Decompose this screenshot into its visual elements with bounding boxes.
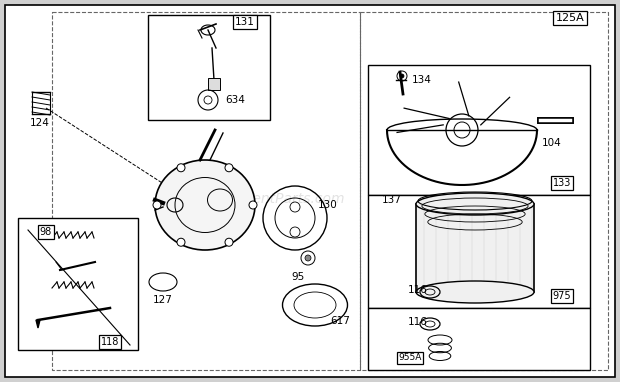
Text: 137: 137: [382, 195, 402, 205]
Bar: [368, 308, 590, 370]
Circle shape: [225, 238, 233, 246]
Bar: [208, 78, 220, 90]
Text: 125A: 125A: [556, 13, 585, 23]
Text: 617: 617: [330, 316, 350, 326]
Text: 955A: 955A: [398, 353, 422, 363]
Circle shape: [305, 255, 311, 261]
Circle shape: [177, 238, 185, 246]
Circle shape: [177, 164, 185, 172]
Text: 975: 975: [552, 291, 571, 301]
Ellipse shape: [155, 160, 255, 250]
Text: 124: 124: [30, 118, 50, 128]
Text: 127: 127: [153, 295, 173, 305]
Bar: [148, 15, 270, 120]
Circle shape: [400, 74, 404, 78]
Text: 130: 130: [318, 200, 338, 210]
Bar: [416, 204, 534, 292]
Text: 131: 131: [235, 17, 255, 27]
Ellipse shape: [416, 281, 534, 303]
Text: 116: 116: [408, 317, 428, 327]
Text: 634: 634: [225, 95, 245, 105]
Bar: [360, 12, 608, 370]
Text: 116: 116: [408, 285, 428, 295]
Bar: [368, 65, 590, 195]
Circle shape: [153, 201, 161, 209]
Text: 104: 104: [542, 138, 562, 148]
Bar: [52, 12, 360, 370]
Text: 134: 134: [412, 75, 432, 85]
Text: 118: 118: [101, 337, 119, 347]
Bar: [368, 195, 590, 308]
Circle shape: [225, 164, 233, 172]
Text: eReplacementParts.com: eReplacementParts.com: [175, 192, 345, 206]
FancyArrow shape: [36, 320, 40, 328]
Text: 98: 98: [40, 227, 52, 237]
Bar: [18, 218, 138, 350]
Text: 95: 95: [291, 272, 304, 282]
Circle shape: [249, 201, 257, 209]
Text: 133: 133: [553, 178, 571, 188]
Ellipse shape: [416, 193, 534, 215]
